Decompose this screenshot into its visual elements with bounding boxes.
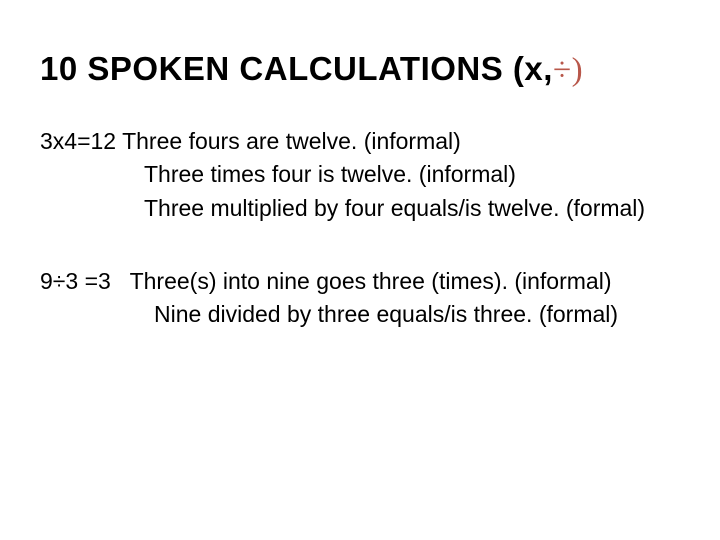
title-part-2: ÷) (553, 52, 583, 88)
title-part-1: 10 SPOKEN CALCULATIONS (x, (40, 50, 553, 87)
mult-equation: 3x4=12 (40, 125, 116, 158)
slide-title: 10 SPOKEN CALCULATIONS (x,÷) (40, 50, 690, 89)
mult-line-3: Three multiplied by four equals/is twelv… (40, 192, 690, 225)
mult-line-2: Three times four is twelve. (informal) (40, 158, 690, 191)
mult-text-1: Three fours are twelve. (informal) (122, 128, 461, 154)
division-block: 9÷3 =3 Three(s) into nine goes three (ti… (40, 265, 690, 332)
mult-line-1: 3x4=12 Three fours are twelve. (informal… (40, 125, 690, 158)
div-equation: 9÷3 =3 (40, 265, 111, 298)
slide-container: 10 SPOKEN CALCULATIONS (x,÷) 3x4=12 Thre… (0, 0, 720, 540)
div-line-2: Nine divided by three equals/is three. (… (40, 298, 690, 331)
multiplication-block: 3x4=12 Three fours are twelve. (informal… (40, 125, 690, 225)
div-text-1: Three(s) into nine goes three (times). (… (130, 268, 612, 294)
div-line-1: 9÷3 =3 Three(s) into nine goes three (ti… (40, 265, 690, 298)
